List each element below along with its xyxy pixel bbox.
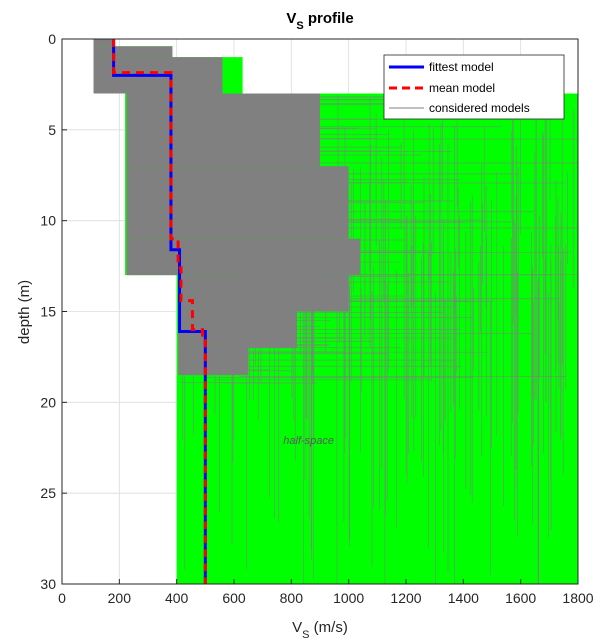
x-tick-label: 1200 [390,590,421,606]
legend-label-considered: considered models [429,101,530,115]
considered-models-core [93,46,173,58]
considered-models-core [178,275,349,312]
x-tick-label: 1000 [333,590,364,606]
y-axis-label: depth (m) [16,280,33,344]
y-tick-label: 10 [40,213,56,229]
y-tick-label: 20 [40,394,56,410]
x-tick-label: 1600 [505,590,536,606]
plot-area [61,38,579,585]
y-tick-label: 30 [40,576,56,592]
x-axis-label: VS (m/s) [292,619,348,639]
considered-models-core [126,238,361,276]
legend-label-mean: mean model [429,81,495,95]
y-tick-label: 25 [40,485,56,501]
y-tick-label: 0 [48,31,56,47]
half-space-annotation: half-space [283,435,334,447]
x-tick-label: 400 [165,590,189,606]
mean-model-line [112,39,207,584]
model-range-bands [93,39,579,584]
x-tick-label: 800 [280,590,304,606]
considered-models-core [93,39,113,47]
x-tick-label: 1800 [562,590,593,606]
y-tick-label: 5 [48,122,56,138]
legend: fittest model mean model considered mode… [383,54,565,120]
tick-labels: 0 200 400 600 800 1000 1200 1400 1600 1800 0 5 10 15 2… [40,31,593,606]
x-tick-label: 0 [58,590,66,606]
legend-label-fittest: fittest model [429,60,494,74]
chart-title: VS profile [286,10,353,32]
x-tick-label: 600 [222,590,246,606]
y-tick-label: 15 [40,304,56,320]
x-tick-label: 1400 [448,590,479,606]
profile-series [112,39,207,584]
x-tick-label: 200 [108,590,132,606]
